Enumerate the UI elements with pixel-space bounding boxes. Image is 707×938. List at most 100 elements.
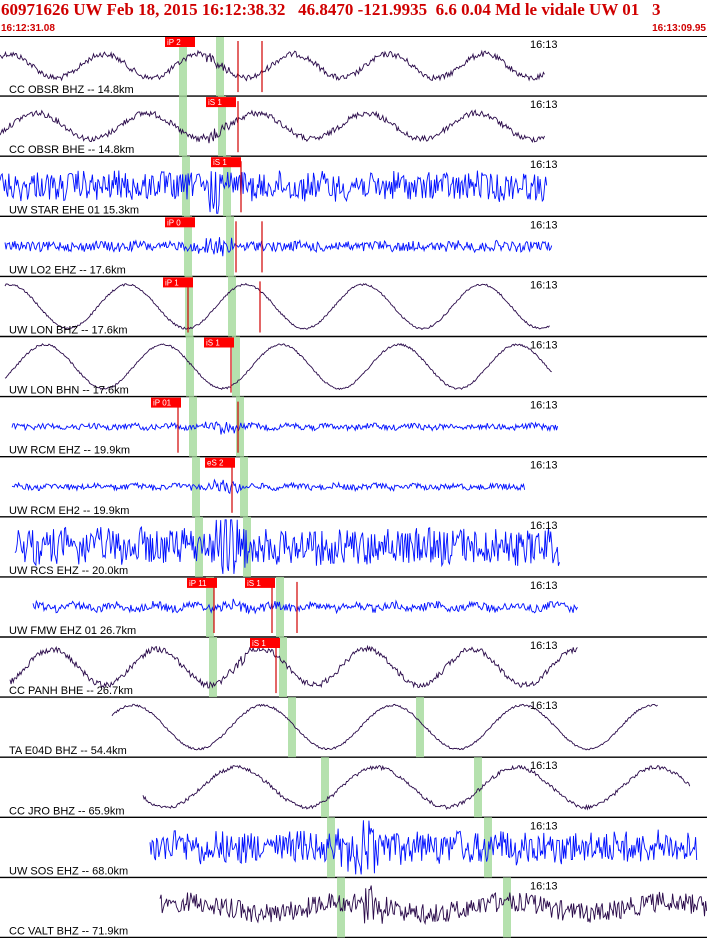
waveform-trace [4,282,550,331]
station-label: CC PANH BHE -- 26.7km [9,685,133,697]
phase-band [186,336,194,397]
time-tick-label: 16:13 [530,340,558,352]
station-label: CC JRO BHZ -- 65.9km [9,805,125,817]
phase-pick-box [165,217,195,228]
phase-pick-box [165,37,195,47]
waveform-trace [11,478,526,495]
waveform-trace [9,644,578,689]
phase-pick-label: iS 1 [213,158,227,167]
phase-band [179,96,187,157]
station-label: UW SOS EHZ -- 68.0km [9,865,128,877]
phase-pick-box [205,457,235,468]
time-tick-label: 16:13 [530,159,558,171]
time-tick-label: 16:13 [530,99,558,111]
station-label: CC OBSR BHZ -- 14.8km [9,84,134,96]
waveform-trace [142,764,691,811]
time-tick-label: 16:13 [530,640,558,652]
station-panel: iP 1 16:13 UW LON BHZ -- 17.6km [0,276,707,338]
waveform-trace [0,49,545,82]
time-tick-label: 16:13 [530,279,558,291]
station-panel: 16:13 TA E04D BHZ -- 54.4km [0,697,707,758]
phase-band [416,697,424,758]
station-panel: iP 0 16:13 UW LO2 EHZ -- 17.6km [0,216,707,278]
waveform-trace [4,342,552,391]
station-panel: iS 1 16:13 UW LON BHN -- 17.6km [0,336,707,398]
phase-band [337,877,345,938]
station-panel: iP 11 iS 1 16:13 UW FMW EHZ 01 26.7km [0,576,707,638]
window-end-time: 16:13:09.95 [652,23,706,34]
phase-band [179,36,187,97]
phase-band [223,156,231,217]
station-label: UW LON BHZ -- 17.6km [9,325,128,337]
station-panel: 16:13 CC JRO BHZ -- 65.9km [0,757,707,818]
phase-band [185,276,193,337]
station-label: UW LO2 EHZ -- 17.6km [9,264,126,276]
station-label: CC VALT BHZ -- 71.9km [9,926,128,938]
phase-band [474,757,482,818]
waveform-trace [4,237,553,257]
seismogram-plot: iP 2 16:13 CC OBSR BHZ -- 14.8km iS 1 16:13 C… [0,36,707,938]
phase-pick-label: iS 1 [208,98,222,107]
phase-pick-box [206,97,236,108]
phase-band [226,216,234,277]
phase-band [240,456,248,517]
phase-pick-box [204,337,234,348]
station-panel: eS 2 16:13 UW RCM EH2 -- 19.9km [0,456,707,518]
phase-pick-box [250,638,280,648]
phase-pick-label: iS 1 [206,339,220,348]
time-tick-label: 16:13 [530,820,558,832]
phase-band [503,877,511,938]
phase-pick-label: iP 1 [165,278,179,287]
phase-pick-box [211,157,241,168]
station-label: TA E04D BHZ -- 54.4km [9,745,127,757]
phase-pick-box [187,577,217,588]
waveform-trace [14,519,560,574]
event-header: 60971626 UW Feb 18, 2015 16:12:38.32 46.… [0,0,707,36]
station-label: UW RCS EHZ -- 20.0km [9,565,128,577]
time-tick-label: 16:13 [530,760,558,772]
phase-pick-label: iP 11 [189,579,207,588]
phase-band [288,697,296,758]
waveform-trace [0,170,548,214]
phase-band [228,276,236,337]
window-start-time: 16:12:31.08 [1,23,55,34]
station-panel: iP 2 16:13 CC OBSR BHZ -- 14.8km [0,36,707,97]
station-panel: iS 1 16:13 CC OBSR BHE -- 14.8km [0,96,707,157]
time-tick-label: 16:13 [530,400,558,412]
phase-pick-label: eS 2 [207,459,224,468]
phase-pick-label: iP 2 [167,38,181,47]
station-panel: 16:13 CC VALT BHZ -- 71.9km [0,877,707,938]
time-tick-label: 16:13 [530,700,558,712]
waveform-trace [11,421,559,435]
station-label: UW RCM EH2 -- 19.9km [9,505,129,517]
phase-pick-box [245,577,275,588]
station-label: CC OBSR BHE -- 14.8km [9,144,134,156]
station-panel: iS 1 16:13 UW STAR EHE 01 15.3km [0,156,707,218]
phase-band [184,216,192,277]
phase-pick-box [163,277,193,288]
time-tick-label: 16:13 [530,39,558,51]
station-panel: 16:13 UW SOS EHZ -- 68.0km [0,817,707,879]
time-tick-label: 16:13 [530,520,558,532]
phase-band [195,516,203,577]
phase-band [279,637,287,698]
waveform-trace [0,109,545,144]
station-panel: iS 1 16:13 CC PANH BHE -- 26.7km [0,637,707,698]
station-label: UW STAR EHE 01 15.3km [9,204,139,216]
waveform-trace [32,598,578,615]
station-panel: 16:13 UW RCS EHZ -- 20.0km [0,516,707,578]
time-tick-label: 16:13 [530,880,558,892]
phase-band [321,757,329,818]
station-label: UW RCM EHZ -- 19.9km [9,445,130,457]
time-tick-label: 16:13 [530,460,558,472]
event-title: 60971626 UW Feb 18, 2015 16:12:38.32 46.… [1,0,661,19]
phase-band [209,637,217,698]
waveform-trace [159,885,707,925]
waveform-trace [149,820,698,875]
phase-pick-box [151,397,181,408]
phase-pick-label: iP 0 [167,218,181,227]
waveform-trace [111,703,658,751]
time-tick-label: 16:13 [530,219,558,231]
phase-pick-label: iP 01 [153,399,172,408]
